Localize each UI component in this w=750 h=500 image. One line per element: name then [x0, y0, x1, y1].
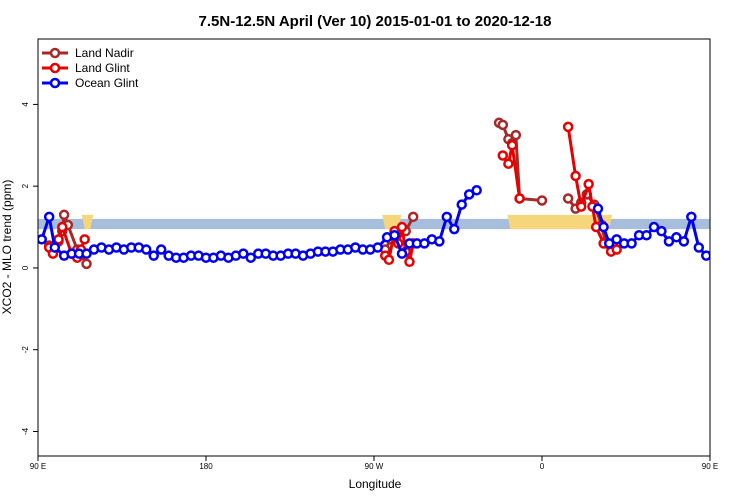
data-point [611, 234, 622, 245]
data-point [407, 211, 419, 223]
data-point [449, 223, 460, 235]
x-tick-label: 90 E [30, 462, 46, 471]
data-point [155, 244, 167, 255]
data-point [562, 193, 574, 204]
data-point [471, 185, 482, 196]
land-segment-2 [507, 214, 613, 230]
data-point [79, 234, 90, 245]
x-axis: 90 E 180 90 W 0 90 E [30, 456, 718, 471]
data-point [38, 234, 47, 245]
y-tick-label: 4 [21, 102, 30, 107]
data-point [434, 236, 445, 247]
data-point [725, 248, 733, 256]
data-point [701, 250, 710, 261]
data-point [686, 211, 697, 223]
x-tick-label: 90 W [365, 462, 384, 471]
data-point [536, 195, 548, 206]
land-segment-1 [382, 214, 402, 230]
data-point [503, 158, 514, 169]
series-2 [38, 185, 748, 263]
data-point [81, 248, 92, 259]
data-point [506, 140, 518, 151]
data-point [497, 150, 509, 161]
data-point [663, 236, 675, 247]
data-point [648, 221, 660, 233]
data-point [611, 244, 622, 255]
land-fill-group [81, 214, 613, 230]
data-point [598, 221, 609, 233]
data-point [678, 236, 690, 247]
x-tick-label: 0 [540, 462, 545, 471]
chart-title: 7.5N-12.5N April (Ver 10) 2015-01-01 to … [199, 13, 552, 30]
data-point [396, 248, 408, 259]
data-point [389, 229, 400, 241]
data-point [575, 201, 587, 212]
data-point [463, 189, 475, 200]
data-point [419, 238, 430, 249]
data-point [245, 252, 257, 263]
data-point [570, 170, 581, 182]
data-point [510, 129, 522, 141]
y-tick-label: -2 [21, 346, 30, 354]
data-point [562, 121, 574, 133]
data-point [583, 178, 594, 190]
legend-label: Ocean Glint [75, 76, 139, 90]
data-point [708, 249, 710, 258]
data-point [497, 119, 509, 131]
data-point [238, 248, 249, 259]
reference-band [38, 218, 710, 230]
data-point [57, 221, 68, 233]
data-point [81, 258, 92, 270]
data-point [514, 193, 525, 204]
land-segment-0 [81, 214, 94, 230]
y-tick-label: 2 [21, 183, 30, 188]
data-point [671, 232, 682, 243]
legend-label: Land Glint [75, 61, 130, 75]
legend-label: Land Nadir [75, 46, 134, 60]
data-point [49, 242, 61, 253]
data-point [396, 221, 408, 233]
data-point [148, 250, 159, 261]
data-point [141, 244, 152, 255]
y-tick-label: 0 [21, 265, 30, 270]
x-axis-label: Longitude [349, 477, 402, 491]
data-point [456, 199, 467, 210]
data-point [656, 225, 667, 237]
data-point [740, 244, 748, 252]
legend-swatch-marker [49, 62, 61, 74]
data-point [404, 256, 415, 268]
data-point [732, 246, 740, 254]
data-point [441, 211, 453, 223]
data-point [603, 238, 615, 249]
x-tick-label: 180 [199, 462, 213, 471]
x-tick-label: 90 E [702, 462, 718, 471]
legend-swatch-marker [49, 77, 61, 89]
data-point [717, 248, 725, 256]
data-point [641, 229, 652, 241]
data-point [58, 209, 70, 221]
y-axis-label: XCO2 - MLO trend (ppm) [0, 180, 14, 315]
series-group [38, 117, 748, 270]
y-axis: -4 -2 0 2 4 [21, 102, 38, 435]
data-point [53, 234, 64, 245]
series-line [566, 126, 618, 254]
y-tick-label: -4 [21, 427, 30, 435]
data-point [383, 254, 395, 266]
data-point [693, 242, 705, 253]
data-point [592, 203, 604, 214]
data-point [43, 211, 55, 223]
data-point [372, 242, 383, 253]
legend-swatch-marker [49, 47, 61, 59]
data-point [626, 238, 637, 249]
